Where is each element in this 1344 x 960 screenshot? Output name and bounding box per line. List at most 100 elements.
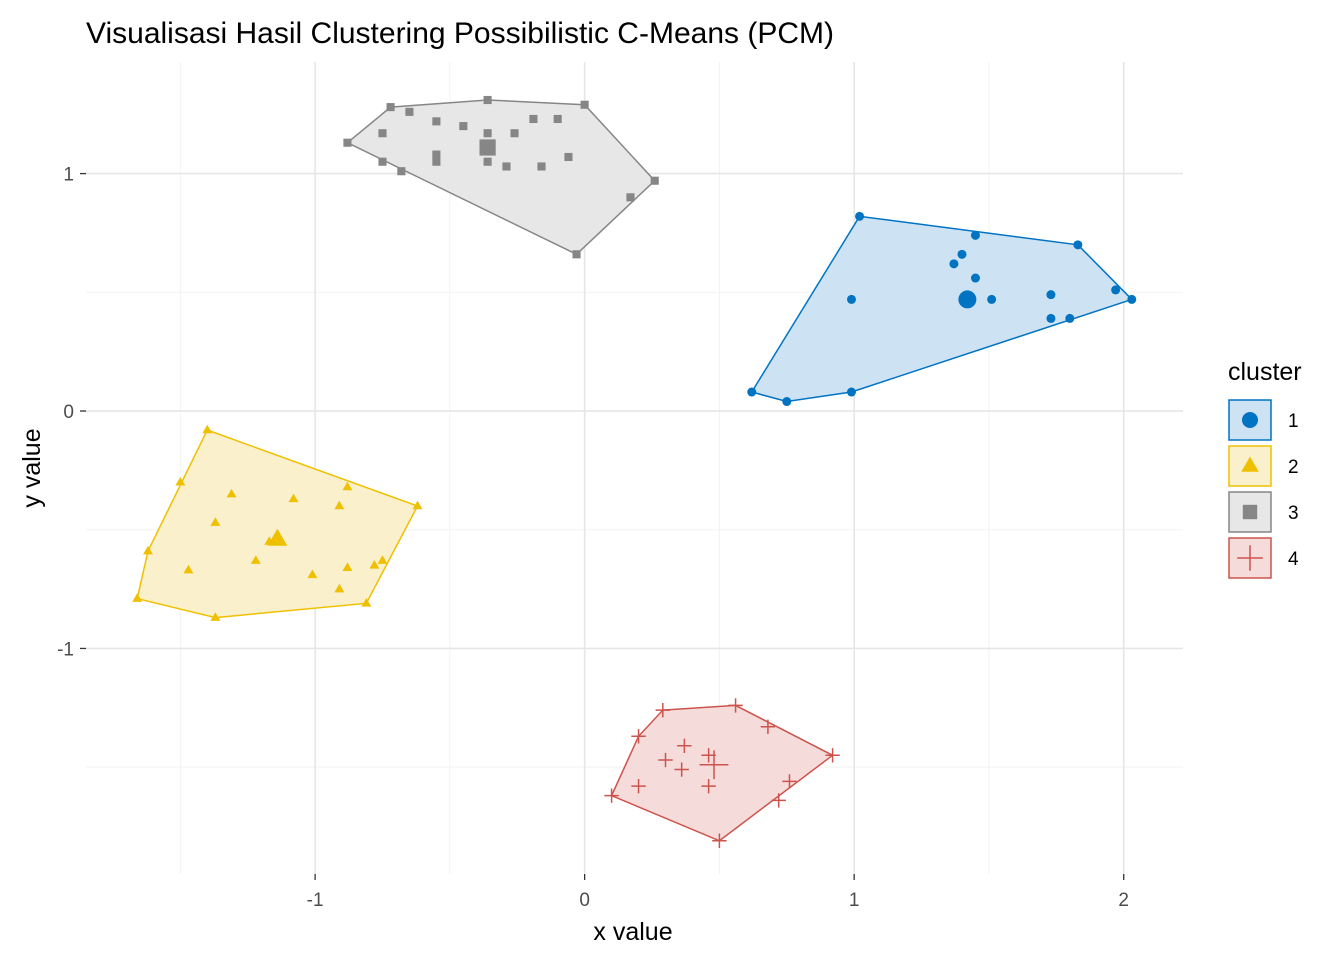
cluster-3-point [459,122,468,131]
cluster-3-point [432,150,441,159]
cluster-4-point [782,774,797,789]
legend: cluster 1 2 3 4 [1228,358,1302,579]
cluster-points [132,95,1137,848]
cluster-2-point [210,612,221,621]
cluster-3-point [650,176,659,185]
cluster-2-hull [136,429,419,619]
cluster-3-point [405,107,414,116]
cluster-3-point [564,152,573,162]
cluster-4-point [674,762,689,777]
legend-key-1 [1228,399,1272,441]
cluster-1-point [855,211,865,221]
cluster-4-point [701,778,716,794]
cluster-2-point [226,488,237,498]
cluster-2-point [377,555,388,564]
cluster-4-point [604,788,619,803]
cluster-3-point [343,138,352,147]
cluster-2-point [342,481,353,491]
y-axis-title: y value [18,428,46,507]
cluster-2-point [143,545,153,555]
cluster-2-point [369,560,380,569]
cluster-2-point [334,583,345,593]
cluster-3-point [502,162,511,171]
cluster-4-point [677,738,692,753]
cluster-3-point [553,114,562,124]
y-tick-label: 1 [63,165,74,186]
cluster-3-point [580,100,589,109]
cluster-1-point [846,294,856,304]
cluster-1-point [1073,240,1083,250]
cluster-4-point [658,752,673,768]
legend-label-2: 2 [1288,457,1299,478]
cluster-3-point [529,114,538,124]
cluster-1-point [970,273,980,283]
cluster-1-point [1111,285,1121,295]
cluster-4-point [631,729,646,744]
cluster-3-hull [346,99,656,256]
x-tick-label: 0 [579,890,590,911]
cluster-1-center-point [958,290,977,309]
cluster-1-point [846,387,856,397]
cluster-3-point [386,103,395,112]
legend-symbol-3 [1242,504,1258,520]
cluster-4-point [655,702,671,718]
legend-label-1: 1 [1288,411,1299,432]
cluster-3-point [397,167,406,176]
cluster-2-point [210,517,221,526]
legend-label-4: 4 [1288,549,1299,570]
cluster-3-point [483,129,492,138]
legend-title: cluster [1228,358,1302,386]
cluster-3-point [626,193,635,202]
cluster-2-point [202,424,213,434]
cluster-4-point [771,793,786,808]
cluster-1-point [1046,313,1056,323]
cluster-3-point [510,129,519,138]
x-tick-label: 1 [849,890,860,911]
cluster-3-point [378,129,387,138]
cluster-1-point [782,397,792,407]
y-tick-label: -1 [57,639,74,660]
cluster-3-center-point [479,139,496,156]
cluster-3-point [378,157,387,166]
cluster-2-point [342,562,353,571]
chart-title: Visualisasi Hasil Clustering Possibilist… [86,17,834,50]
y-tick-label: 0 [63,402,74,423]
cluster-2-point [412,500,423,510]
cluster-3-point [572,250,581,259]
cluster-3-point [537,162,546,171]
cluster-2-point [361,598,372,607]
cluster-2-point [175,476,186,486]
cluster-2-point [250,555,261,564]
cluster-1-point [970,230,980,240]
cluster-3-point [483,95,492,105]
x-tick-label: -1 [307,890,324,911]
cluster-4-center-point [699,750,729,780]
cluster-4-point [728,698,743,713]
cluster-2-point [307,569,318,579]
legend-symbol-2 [1241,456,1259,472]
cluster-4-point [712,833,727,848]
cluster-1-point [1065,313,1075,323]
cluster-4-point [760,719,776,734]
axis-ticks: -1 0 1 2 -1 0 1 [57,165,1129,911]
legend-symbol-4 [1237,545,1263,571]
cluster-1-point [957,249,967,259]
cluster-4-point [631,778,646,794]
cluster-3-point [432,157,441,166]
cluster-1-point [949,259,959,269]
cluster-2-point [132,593,143,602]
x-axis-title: x value [593,918,672,946]
cluster-1-point [1127,294,1137,304]
cluster-4-point [825,748,840,763]
cluster-3-point [483,157,492,166]
cluster-2-point [334,500,345,510]
legend-label-3: 3 [1288,503,1299,524]
cluster-3-point [432,117,441,126]
cluster-4-hull [610,704,835,842]
x-tick-label: 2 [1118,890,1129,911]
cluster-1-point [1046,290,1056,300]
cluster-1-point [987,294,997,304]
cluster-2-center-point [267,528,288,546]
legend-symbol-1 [1242,412,1258,428]
